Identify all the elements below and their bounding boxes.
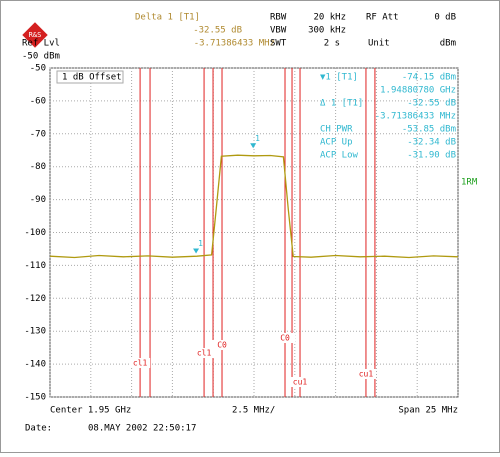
readout-label: ACP Low [320, 151, 359, 161]
readout-label: ▼1 [T1] [320, 73, 358, 83]
marker [193, 248, 200, 254]
y-tick-label: -70 [30, 129, 46, 139]
marker-label: 1 [255, 134, 260, 143]
channel-label-box [130, 358, 151, 368]
y-tick-label: -50 [30, 64, 46, 74]
footer-per-div: 2.5 MHz/ [232, 406, 275, 416]
readout-value: -32.34 dB [407, 138, 456, 148]
readout-value: 1.94880780 GHz [380, 86, 456, 96]
delta-level: -32.55 dB [193, 26, 242, 36]
readout-label: CH PWR [320, 125, 353, 135]
swt-label: SWT [270, 39, 287, 49]
logo: R&S [22, 22, 48, 48]
y-tick-label: -60 [30, 96, 46, 106]
readout-value: -31.90 dB [407, 151, 456, 161]
y-tick-label: -100 [24, 228, 46, 238]
date-label: Date: [25, 424, 52, 434]
offset-note: 1 dB Offset [62, 73, 122, 83]
readout-label: Δ 1 [T1] [320, 99, 363, 109]
rfatt-value: 0 dB [434, 13, 456, 23]
channel-label-box [290, 377, 311, 387]
readouts: ▼1 [T1] -74.15 dBm 1.94880780 GHz Δ 1 [T1] -… [320, 73, 456, 161]
delta-title: Delta 1 [T1] [135, 13, 200, 23]
y-tick-label: -80 [30, 162, 46, 172]
swt-value: 2 s [324, 39, 340, 49]
y-tick-label: -90 [30, 195, 46, 205]
channel-label-box [212, 340, 233, 350]
readout-value: -74.15 dBm [402, 73, 456, 83]
marker-label: 1 [198, 239, 203, 248]
channel-label: cl1 [197, 349, 212, 358]
svg-text:R&S: R&S [29, 31, 42, 39]
ref-value: -50 dBm [22, 52, 60, 62]
channel-label: cu1 [293, 378, 308, 387]
y-tick-label: -110 [24, 261, 46, 271]
marks: cl1 cl1 C0 C0 cu1 cu1 1 1 [49, 68, 459, 397]
channel-label-box [355, 369, 376, 379]
unit-label: Unit [368, 39, 390, 49]
rbw-value: 20 kHz [313, 13, 346, 23]
readout-label: ACP Up [320, 138, 353, 148]
ref-label: Ref Lvl [22, 39, 60, 49]
trace [49, 154, 459, 259]
readout-value: -3.71386433 MHz [375, 112, 456, 122]
y-tick-label: -140 [24, 360, 46, 370]
marker [250, 143, 257, 149]
readout-value: -32.55 dB [407, 99, 456, 109]
date: 08.MAY 2002 22:50:17 [88, 424, 196, 434]
y-tick-label: -150 [24, 393, 46, 403]
channel-label: C0 [280, 334, 290, 343]
footer-span: Span 25 MHz [398, 406, 458, 416]
footer-center: Center 1.95 GHz [50, 406, 131, 416]
unit-value: dBm [440, 39, 456, 49]
delta-freq: -3.71386433 MHz [194, 39, 275, 49]
channel-label: cu1 [359, 370, 374, 379]
y-tick-label: -120 [24, 294, 46, 304]
side-note: 1RM [461, 178, 478, 188]
offset-box [56, 70, 124, 84]
vbw-value: 300 kHz [308, 26, 346, 36]
rbw-label: RBW [270, 13, 287, 23]
channel-label-box [194, 348, 215, 358]
y-tick-label: -130 [24, 327, 46, 337]
channel-label: C0 [217, 341, 227, 350]
channel-label: cl1 [133, 359, 148, 368]
channel-label-box [275, 333, 296, 343]
rfatt-label: RF Att [366, 13, 399, 23]
readout-value: -53.85 dBm [402, 125, 456, 135]
vbw-label: VBW [270, 26, 287, 36]
